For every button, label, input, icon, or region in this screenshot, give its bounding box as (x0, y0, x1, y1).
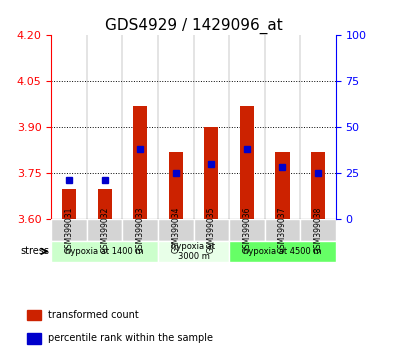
FancyBboxPatch shape (51, 241, 158, 262)
FancyBboxPatch shape (194, 219, 229, 241)
FancyBboxPatch shape (122, 219, 158, 241)
Bar (98, 189, 112, 219)
FancyBboxPatch shape (300, 219, 336, 241)
Text: GSM399031: GSM399031 (65, 207, 73, 253)
FancyBboxPatch shape (158, 219, 194, 241)
Bar (62, 189, 76, 219)
Bar (275, 152, 290, 219)
Text: GSM399033: GSM399033 (136, 207, 145, 253)
FancyBboxPatch shape (87, 219, 122, 241)
Bar (169, 152, 183, 219)
Bar (133, 106, 147, 219)
Text: hypoxia at 1400 m: hypoxia at 1400 m (66, 247, 144, 256)
Title: GDS4929 / 1429096_at: GDS4929 / 1429096_at (105, 18, 282, 34)
Bar (311, 152, 325, 219)
Text: hypoxia at 4500 m: hypoxia at 4500 m (243, 247, 322, 256)
Text: transformed count: transformed count (48, 310, 139, 320)
FancyBboxPatch shape (229, 241, 336, 262)
FancyBboxPatch shape (229, 219, 265, 241)
Text: hypoxia at
3000 m: hypoxia at 3000 m (171, 242, 216, 261)
FancyBboxPatch shape (158, 241, 229, 262)
FancyBboxPatch shape (265, 219, 300, 241)
Text: GSM399038: GSM399038 (314, 207, 322, 253)
Text: stress: stress (21, 246, 50, 256)
Text: GSM399036: GSM399036 (243, 207, 251, 253)
Bar (27, 333, 41, 343)
Bar (27, 309, 41, 320)
Bar (204, 127, 218, 219)
Text: GSM399032: GSM399032 (100, 207, 109, 253)
Text: GSM399034: GSM399034 (171, 207, 180, 253)
Text: GSM399037: GSM399037 (278, 207, 287, 253)
Text: percentile rank within the sample: percentile rank within the sample (48, 333, 213, 343)
FancyBboxPatch shape (51, 219, 87, 241)
Bar (240, 106, 254, 219)
Text: GSM399035: GSM399035 (207, 207, 216, 253)
